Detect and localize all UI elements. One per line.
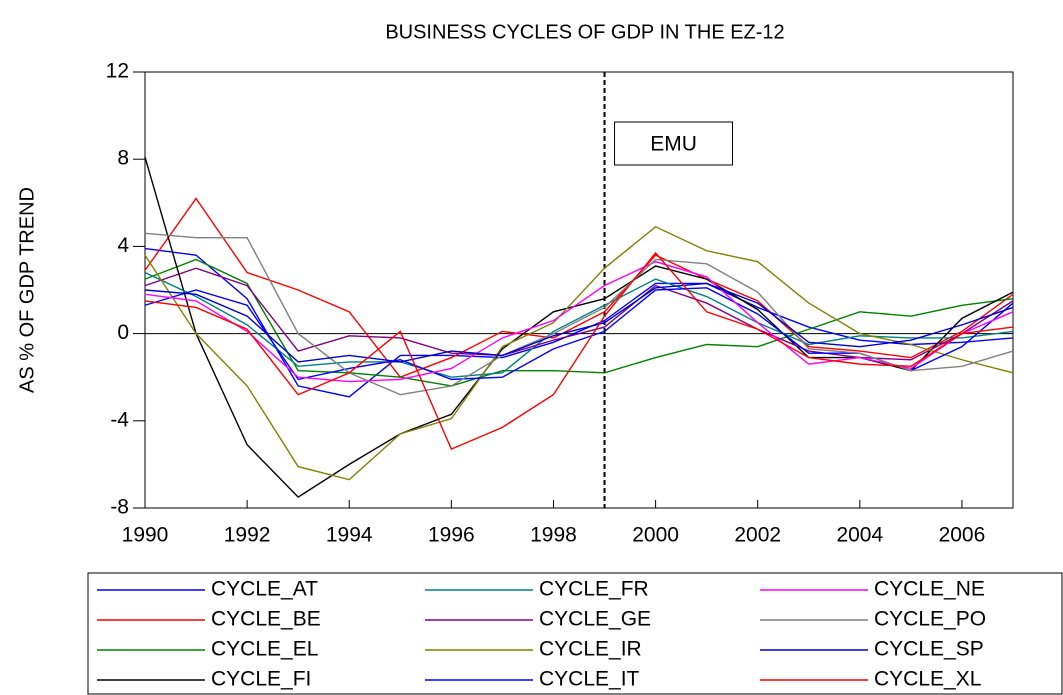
- series-line: [144, 247, 1014, 398]
- x-tick-label: 2006: [939, 524, 986, 547]
- y-tick-label: -4: [110, 408, 129, 431]
- x-tick-label: 1996: [428, 524, 475, 547]
- y-tick-label: 12: [106, 60, 129, 83]
- x-tick-label: 1992: [224, 524, 271, 547]
- y-tick-label: -8: [110, 496, 129, 519]
- x-tick-label: 2004: [836, 524, 883, 547]
- series-line: [144, 260, 1014, 383]
- series-line: [144, 156, 1014, 498]
- legend-label: CYCLE_IT: [539, 668, 640, 691]
- legend-label: CYCLE_NE: [874, 578, 985, 601]
- series-line: [144, 251, 1014, 451]
- legend-label: CYCLE_XL: [874, 668, 981, 691]
- y-tick-label: 0: [117, 321, 129, 344]
- y-tick-label: 4: [117, 234, 129, 257]
- legend-label: CYCLE_BE: [211, 608, 321, 631]
- legend-label: CYCLE_IR: [539, 638, 642, 661]
- legend-label: CYCLE_FI: [211, 668, 311, 691]
- series-line: [144, 232, 1014, 396]
- x-tick-label: 1994: [326, 524, 373, 547]
- legend-label: CYCLE_SP: [874, 638, 984, 661]
- y-tick-label: 8: [117, 147, 129, 170]
- series-line: [144, 282, 1014, 363]
- x-tick-label: 1998: [530, 524, 577, 547]
- series-line: [144, 197, 1014, 379]
- x-tick-label: 2000: [632, 524, 679, 547]
- series-line: [144, 258, 1014, 387]
- chart-title: BUSINESS CYCLES OF GDP IN THE EZ-12: [385, 21, 784, 43]
- legend-box: [87, 572, 1063, 695]
- legend-label: CYCLE_AT: [211, 578, 318, 601]
- series-line: [144, 225, 1014, 481]
- legend-label: CYCLE_EL: [211, 638, 318, 661]
- annotation: EMU: [650, 133, 697, 156]
- legend-label: CYCLE_GE: [539, 608, 651, 631]
- series-line: [144, 267, 1014, 361]
- x-tick-label: 1990: [122, 524, 169, 547]
- y-axis-label: AS % OF GDP TREND: [16, 187, 38, 393]
- legend-label: CYCLE_PO: [874, 608, 986, 631]
- series-line: [144, 271, 1014, 378]
- legend-label: CYCLE_FR: [539, 578, 649, 601]
- annotation-box: [614, 121, 734, 166]
- x-tick-label: 2002: [734, 524, 781, 547]
